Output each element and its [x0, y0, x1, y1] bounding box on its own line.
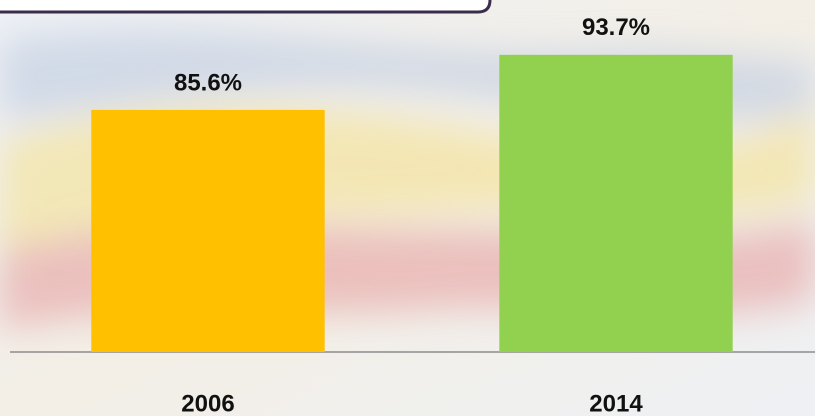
data-label: 85.6%	[174, 69, 242, 96]
x-tick-label: 2014	[589, 390, 643, 416]
title-box	[0, 0, 490, 12]
x-tick-label: 2006	[181, 390, 234, 416]
bar	[499, 55, 732, 352]
bar	[91, 110, 324, 352]
data-label: 93.7%	[582, 14, 650, 41]
chart: 2006 85.6% 2014 93.7%	[0, 0, 815, 416]
